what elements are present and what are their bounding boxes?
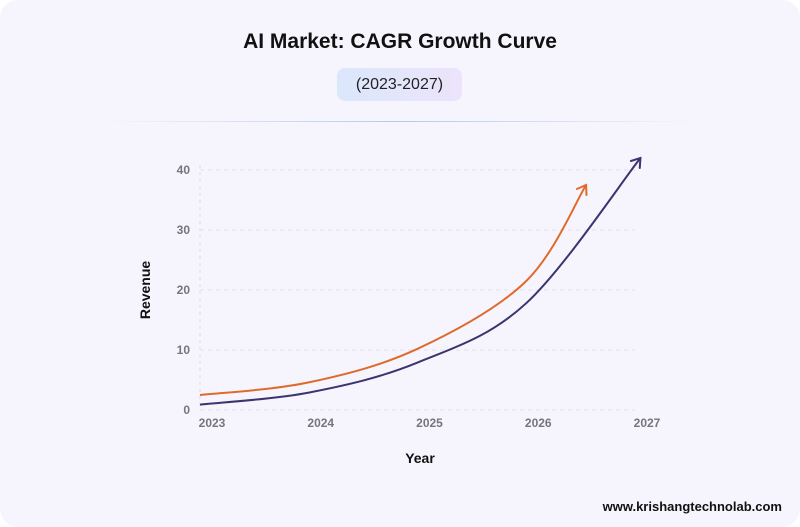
x-tick-label: 2027 [634, 416, 661, 430]
arrowhead-icon [629, 156, 642, 169]
y-tick-label: 10 [177, 343, 191, 357]
grid [199, 165, 635, 411]
y-tick-label: 40 [177, 163, 191, 177]
x-tick-label: 2024 [307, 416, 334, 430]
y-axis-label: Revenue [137, 261, 153, 320]
x-tick-label: 2023 [199, 416, 226, 430]
x-tick-label: 2025 [416, 416, 443, 430]
series-line-1 [199, 184, 587, 396]
y-tick-label: 0 [183, 403, 190, 417]
arrowhead-icon [575, 183, 588, 196]
divider [100, 121, 700, 122]
subtitle-badge: (2023-2027) [337, 68, 462, 101]
x-axis-label: Year [405, 450, 435, 466]
y-tick-label: 30 [177, 223, 191, 237]
series-line-2 [199, 157, 642, 406]
chart-title: AI Market: CAGR Growth Curve [243, 30, 557, 53]
series-lines [199, 156, 642, 406]
y-tick-label: 20 [177, 283, 191, 297]
x-tick-label: 2026 [525, 416, 552, 430]
y-axis-ticks: 0 10 20 30 40 [177, 163, 191, 417]
x-axis-ticks: 2023 2024 2025 2026 2027 [199, 416, 661, 430]
footer-website: www.krishangtechnolab.com [602, 499, 782, 514]
chart-subtitle: (2023-2027) [355, 75, 444, 93]
